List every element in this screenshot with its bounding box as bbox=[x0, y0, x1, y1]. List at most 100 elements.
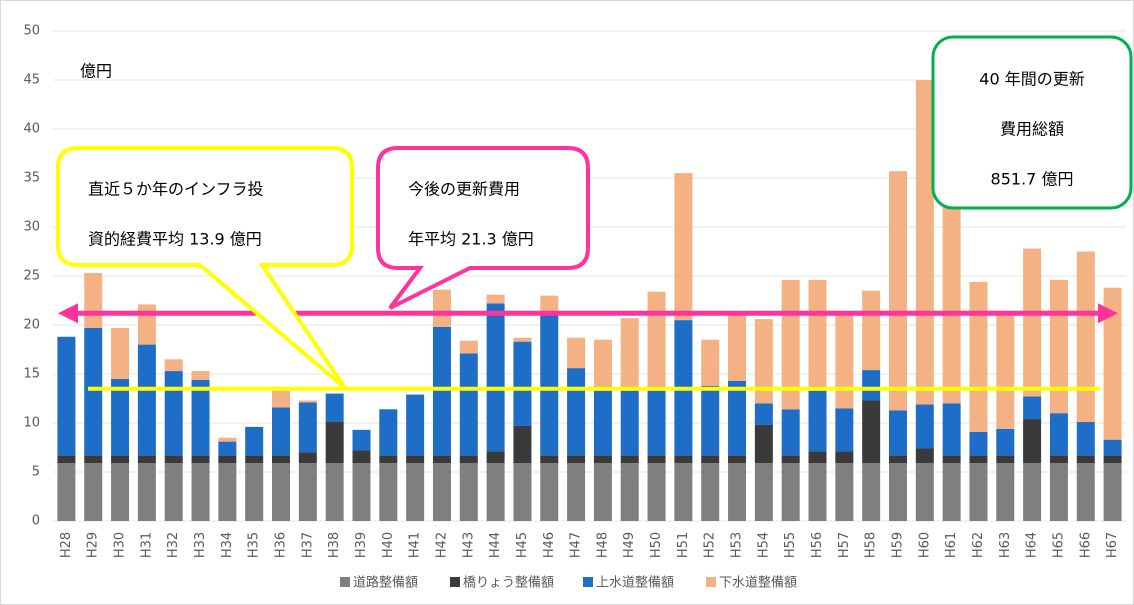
bar-segment bbox=[674, 463, 693, 521]
bar-segment bbox=[862, 400, 881, 464]
bar-segment bbox=[84, 455, 103, 464]
bar-segment bbox=[513, 337, 532, 342]
bar-segment bbox=[781, 409, 800, 456]
x-tick-label: H55 bbox=[783, 532, 798, 558]
bar-segment bbox=[486, 303, 505, 452]
x-tick-label: H46 bbox=[542, 532, 557, 558]
bar-segment bbox=[808, 279, 827, 391]
bar-segment bbox=[111, 455, 130, 464]
bar-segment bbox=[84, 463, 103, 521]
legend-swatch bbox=[583, 577, 593, 587]
bar-segment bbox=[701, 463, 720, 521]
bar-segment bbox=[620, 318, 639, 391]
bar-segment bbox=[486, 451, 505, 464]
x-tick-label: H45 bbox=[515, 532, 530, 558]
bar-segment bbox=[325, 393, 344, 423]
bar-segment bbox=[996, 463, 1015, 521]
bar-segment bbox=[728, 455, 747, 464]
x-tick-label: H44 bbox=[488, 532, 503, 558]
bar-segment bbox=[137, 344, 156, 456]
x-tick-label: H38 bbox=[327, 532, 342, 558]
bar-segment bbox=[620, 455, 639, 464]
bar-segment bbox=[754, 463, 773, 521]
bar-segment bbox=[1049, 279, 1068, 414]
bar-segment bbox=[728, 315, 747, 381]
callout-text: 直近５か年のインフラ投 bbox=[88, 180, 264, 199]
x-tick-label: H58 bbox=[864, 532, 879, 558]
x-tick-label: H33 bbox=[193, 532, 208, 558]
bar-segment bbox=[1023, 248, 1042, 397]
bar-segment bbox=[593, 339, 612, 391]
bar-segment bbox=[701, 339, 720, 386]
bar-segment bbox=[57, 455, 76, 464]
bar-segment bbox=[272, 407, 291, 456]
bar-segment bbox=[352, 463, 371, 521]
legend-swatch bbox=[706, 577, 716, 587]
bar-segment bbox=[164, 359, 183, 372]
x-tick-label: H48 bbox=[595, 532, 610, 558]
bar-segment bbox=[808, 463, 827, 521]
bar-segment bbox=[647, 455, 666, 464]
bar-segment bbox=[1103, 463, 1122, 521]
bar-segment bbox=[754, 424, 773, 464]
bar-segment bbox=[137, 455, 156, 464]
bar-segment bbox=[272, 455, 291, 464]
x-tick-label: H32 bbox=[166, 532, 181, 558]
bar-segment bbox=[781, 463, 800, 521]
bar-segment bbox=[835, 408, 854, 452]
x-tick-label: H28 bbox=[59, 532, 74, 558]
bar-segment bbox=[942, 455, 961, 464]
bar-segment bbox=[647, 463, 666, 521]
bar-segment bbox=[996, 315, 1015, 429]
bar-segment bbox=[459, 455, 478, 464]
x-tick-label: H51 bbox=[676, 532, 691, 558]
bar-segment bbox=[272, 390, 291, 408]
bar-segment bbox=[728, 463, 747, 521]
bar-segment bbox=[325, 422, 344, 464]
bar-segment bbox=[567, 463, 586, 521]
bar-segment bbox=[1023, 463, 1042, 521]
bar-segment bbox=[567, 455, 586, 464]
y-tick-label: 10 bbox=[23, 416, 40, 431]
x-tick-label: H65 bbox=[1051, 532, 1066, 558]
bar-segment bbox=[218, 437, 237, 442]
bar-segment bbox=[137, 463, 156, 521]
x-tick-label: H37 bbox=[300, 532, 315, 558]
x-tick-label: H62 bbox=[971, 532, 986, 558]
legend-label: 下水道整備額 bbox=[719, 575, 797, 591]
bar-segment bbox=[298, 463, 317, 521]
bar-segment bbox=[647, 390, 666, 456]
bar-segment bbox=[593, 455, 612, 464]
bar-segment bbox=[191, 455, 210, 464]
bar-segment bbox=[84, 327, 103, 456]
callout-text: 資的経費平均 13.9 億円 bbox=[88, 230, 262, 249]
bar-segment bbox=[1023, 419, 1042, 464]
bar-segment bbox=[781, 455, 800, 464]
bar-segment bbox=[459, 463, 478, 521]
bar-segment bbox=[379, 409, 398, 456]
bar-segment bbox=[325, 463, 344, 521]
bar-segment bbox=[540, 455, 559, 464]
bar-segment bbox=[1076, 251, 1095, 423]
y-tick-label: 25 bbox=[23, 269, 40, 284]
bar-segment bbox=[111, 378, 130, 456]
bar-segment bbox=[1103, 439, 1122, 456]
bar-segment bbox=[593, 463, 612, 521]
bar-segment bbox=[969, 281, 988, 432]
x-tick-label: H34 bbox=[220, 532, 235, 558]
x-tick-label: H64 bbox=[1025, 532, 1040, 558]
bar-segment bbox=[567, 337, 586, 369]
bar-segment bbox=[969, 463, 988, 521]
bar-segment bbox=[245, 455, 264, 464]
x-tick-label: H43 bbox=[461, 532, 476, 558]
bar-segment bbox=[245, 426, 264, 456]
bar-segment bbox=[942, 403, 961, 456]
bar-segment bbox=[674, 455, 693, 464]
callout-text: 40 年間の更新 bbox=[979, 70, 1084, 89]
bar-segment bbox=[942, 158, 961, 404]
x-tick-label: H67 bbox=[1105, 532, 1120, 558]
x-tick-label: H30 bbox=[113, 532, 128, 558]
x-tick-label: H56 bbox=[810, 532, 825, 558]
legend-swatch bbox=[450, 577, 460, 587]
